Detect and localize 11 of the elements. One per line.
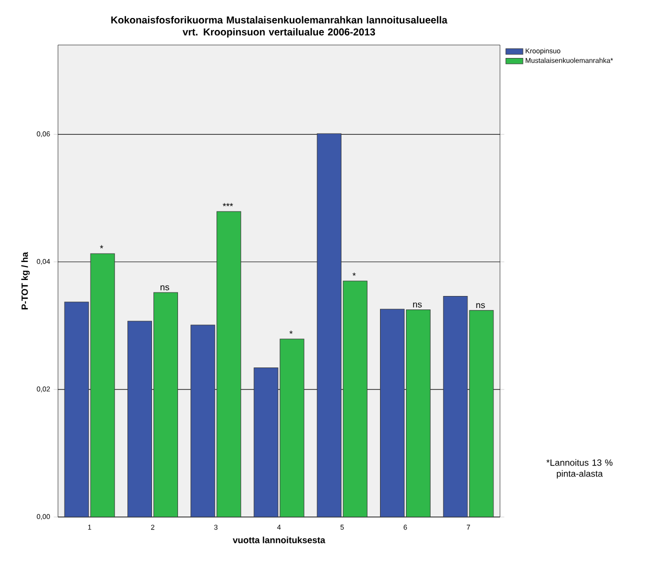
annotation: *** [222,203,233,206]
annotation: * [289,330,293,334]
annotation: ns [413,302,422,308]
x-axis-title: vuotta lannoituksesta [232,536,326,544]
annotation: ns [160,285,170,290]
chart-title: Kokonaisfosforikuorma Mustalaisenkuolemanrahkan lannoitusalueella vrt. Kroopinsuon vertailualue 2006-2013 [111,16,448,38]
annotation: ns [476,303,485,308]
y-axis-title: P-TOT kg / ha [21,252,30,310]
text: *Lannoitus 13 % pinta-alasta [546,459,612,479]
annotation: * [100,245,104,248]
annotation: * [352,272,356,276]
